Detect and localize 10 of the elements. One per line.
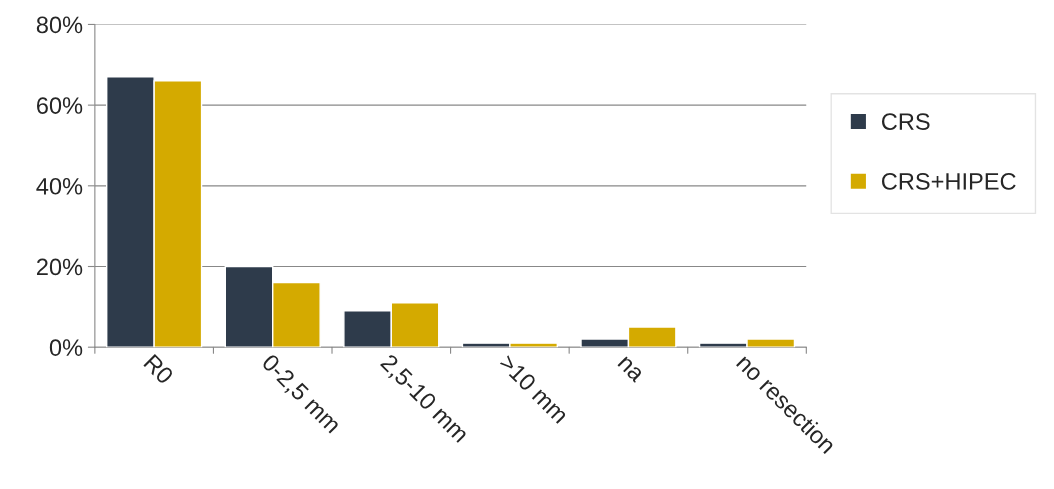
x-tick-label: na: [617, 356, 644, 383]
y-tick-label: 80%: [36, 16, 83, 34]
y-tick-label: 0%: [49, 339, 83, 356]
legend-label: CRS+HIPEC: [881, 173, 1016, 190]
y-tick-label: 20%: [36, 258, 83, 276]
y-tick-label: 40%: [36, 177, 83, 195]
x-tick-label: R0: [143, 353, 175, 385]
legend-label: CRS: [881, 113, 930, 130]
x-tick-label: >10 mm: [498, 353, 570, 424]
y-tick-label: 60%: [37, 97, 83, 114]
